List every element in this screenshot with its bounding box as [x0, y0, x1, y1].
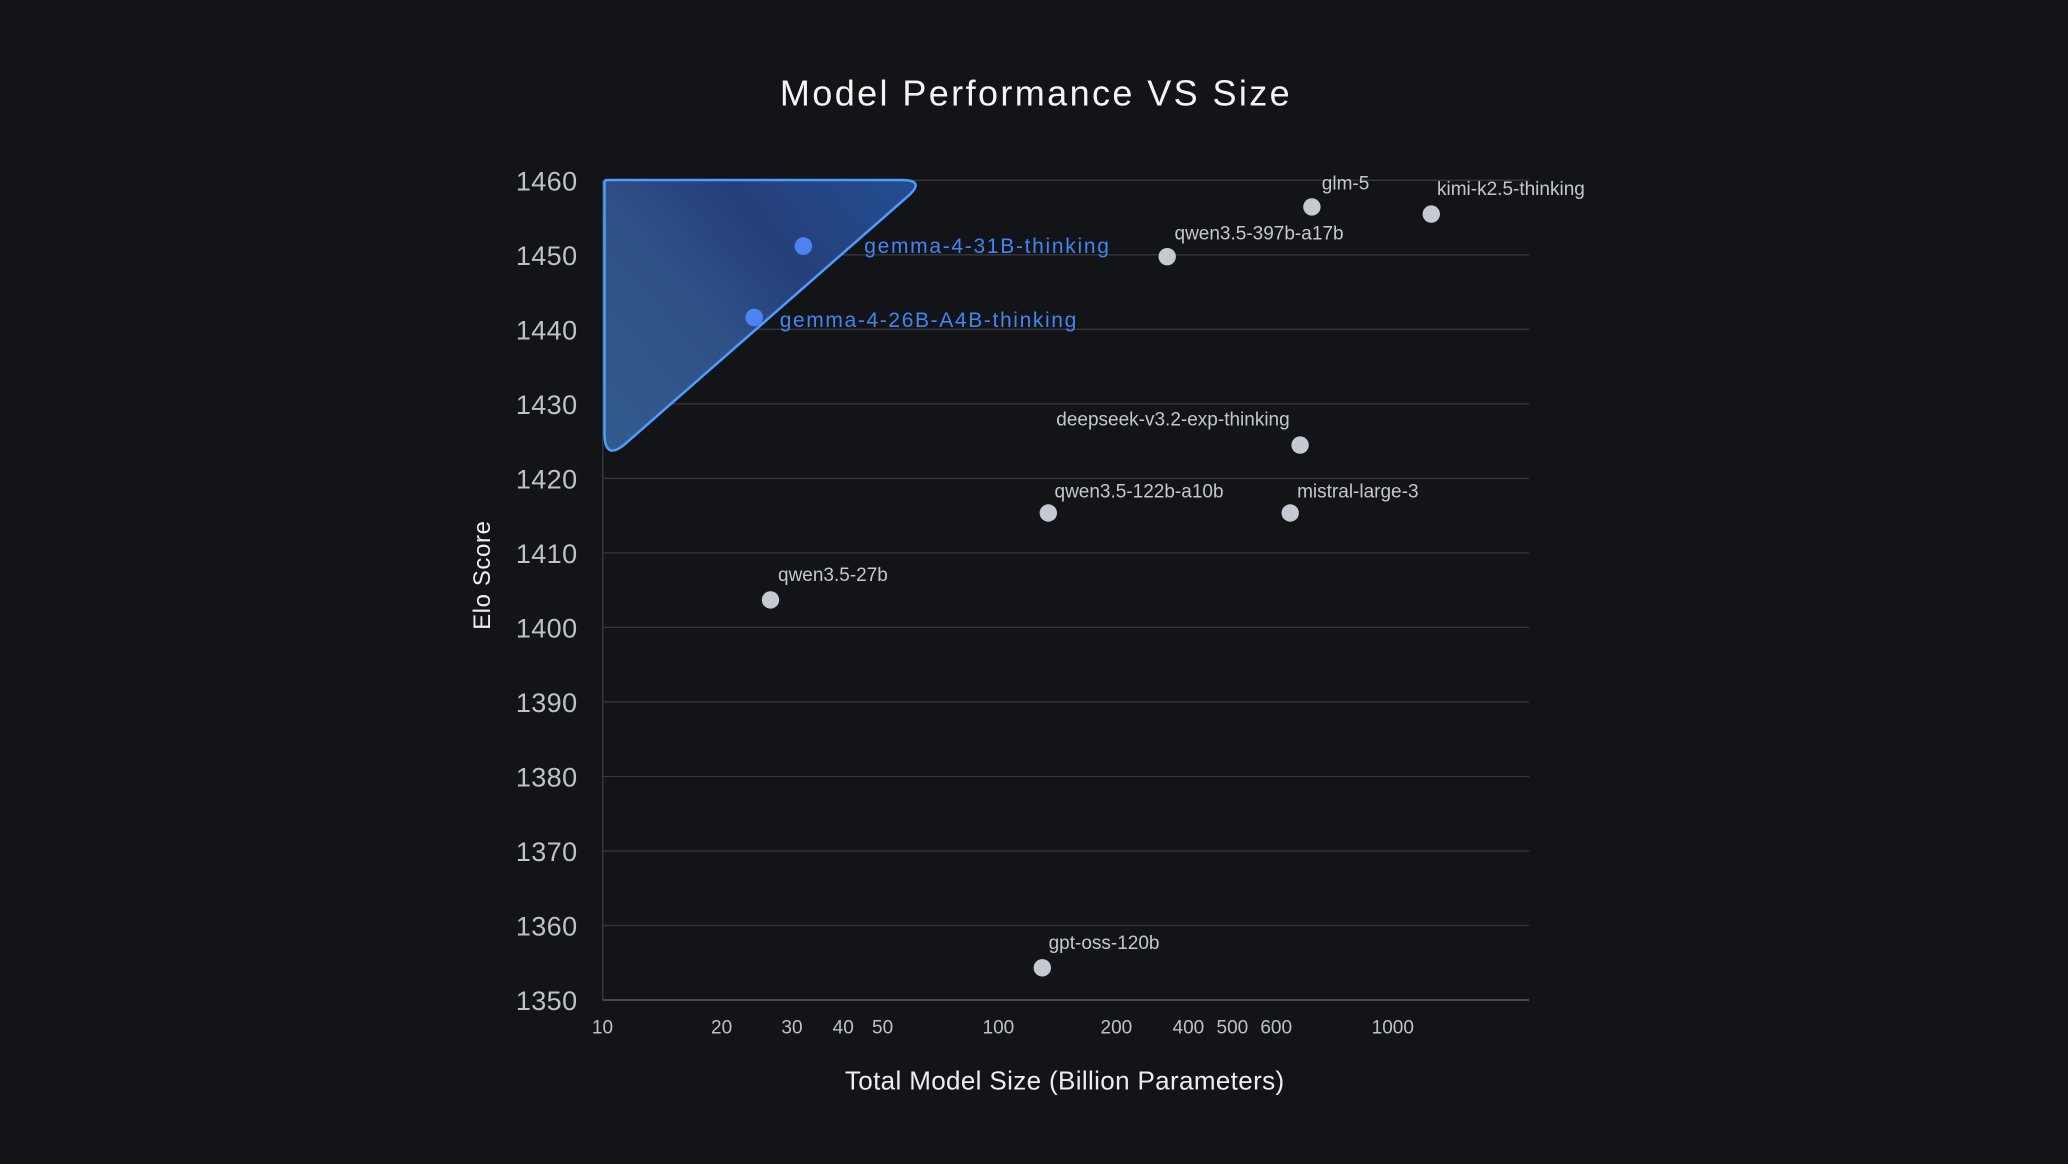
svg-text:gemma-4-31B-thinking: gemma-4-31B-thinking — [864, 235, 1110, 258]
svg-text:1360: 1360 — [516, 912, 578, 942]
svg-text:20: 20 — [711, 1018, 732, 1039]
svg-text:200: 200 — [1101, 1018, 1133, 1039]
svg-text:Model Performance VS Size: Model Performance VS Size — [780, 73, 1292, 114]
svg-text:100: 100 — [983, 1018, 1015, 1039]
svg-text:mistral-large-3: mistral-large-3 — [1297, 482, 1418, 503]
svg-text:1350: 1350 — [516, 986, 578, 1016]
svg-text:kimi-k2.5-thinking: kimi-k2.5-thinking — [1437, 179, 1585, 200]
svg-text:500: 500 — [1217, 1018, 1249, 1039]
svg-text:qwen3.5-27b: qwen3.5-27b — [778, 565, 888, 586]
svg-text:qwen3.5-397b-a17b: qwen3.5-397b-a17b — [1175, 224, 1344, 245]
svg-text:1460: 1460 — [516, 166, 578, 196]
svg-text:10: 10 — [592, 1018, 613, 1039]
svg-text:1430: 1430 — [516, 390, 578, 420]
svg-text:400: 400 — [1173, 1018, 1205, 1039]
svg-text:1440: 1440 — [516, 315, 578, 345]
svg-text:1420: 1420 — [516, 464, 578, 494]
svg-text:1410: 1410 — [516, 539, 578, 569]
svg-text:40: 40 — [833, 1018, 854, 1039]
svg-text:1390: 1390 — [516, 688, 578, 718]
svg-text:600: 600 — [1260, 1018, 1292, 1039]
svg-text:qwen3.5-122b-a10b: qwen3.5-122b-a10b — [1055, 482, 1224, 503]
svg-text:glm-5: glm-5 — [1322, 174, 1370, 195]
svg-text:Total Model Size (Billion Para: Total Model Size (Billion Parameters) — [845, 1065, 1285, 1095]
svg-text:1380: 1380 — [516, 763, 578, 793]
svg-text:1000: 1000 — [1372, 1018, 1414, 1039]
svg-text:30: 30 — [781, 1018, 802, 1039]
svg-text:1400: 1400 — [516, 613, 578, 643]
svg-text:50: 50 — [872, 1018, 893, 1039]
svg-text:gemma-4-26B-A4B-thinking: gemma-4-26B-A4B-thinking — [780, 309, 1078, 332]
svg-text:1450: 1450 — [516, 241, 578, 271]
svg-text:1370: 1370 — [516, 837, 578, 867]
svg-text:gpt-oss-120b: gpt-oss-120b — [1049, 933, 1160, 954]
svg-text:Elo Score: Elo Score — [469, 520, 496, 629]
svg-text:deepseek-v3.2-exp-thinking: deepseek-v3.2-exp-thinking — [1056, 410, 1289, 431]
